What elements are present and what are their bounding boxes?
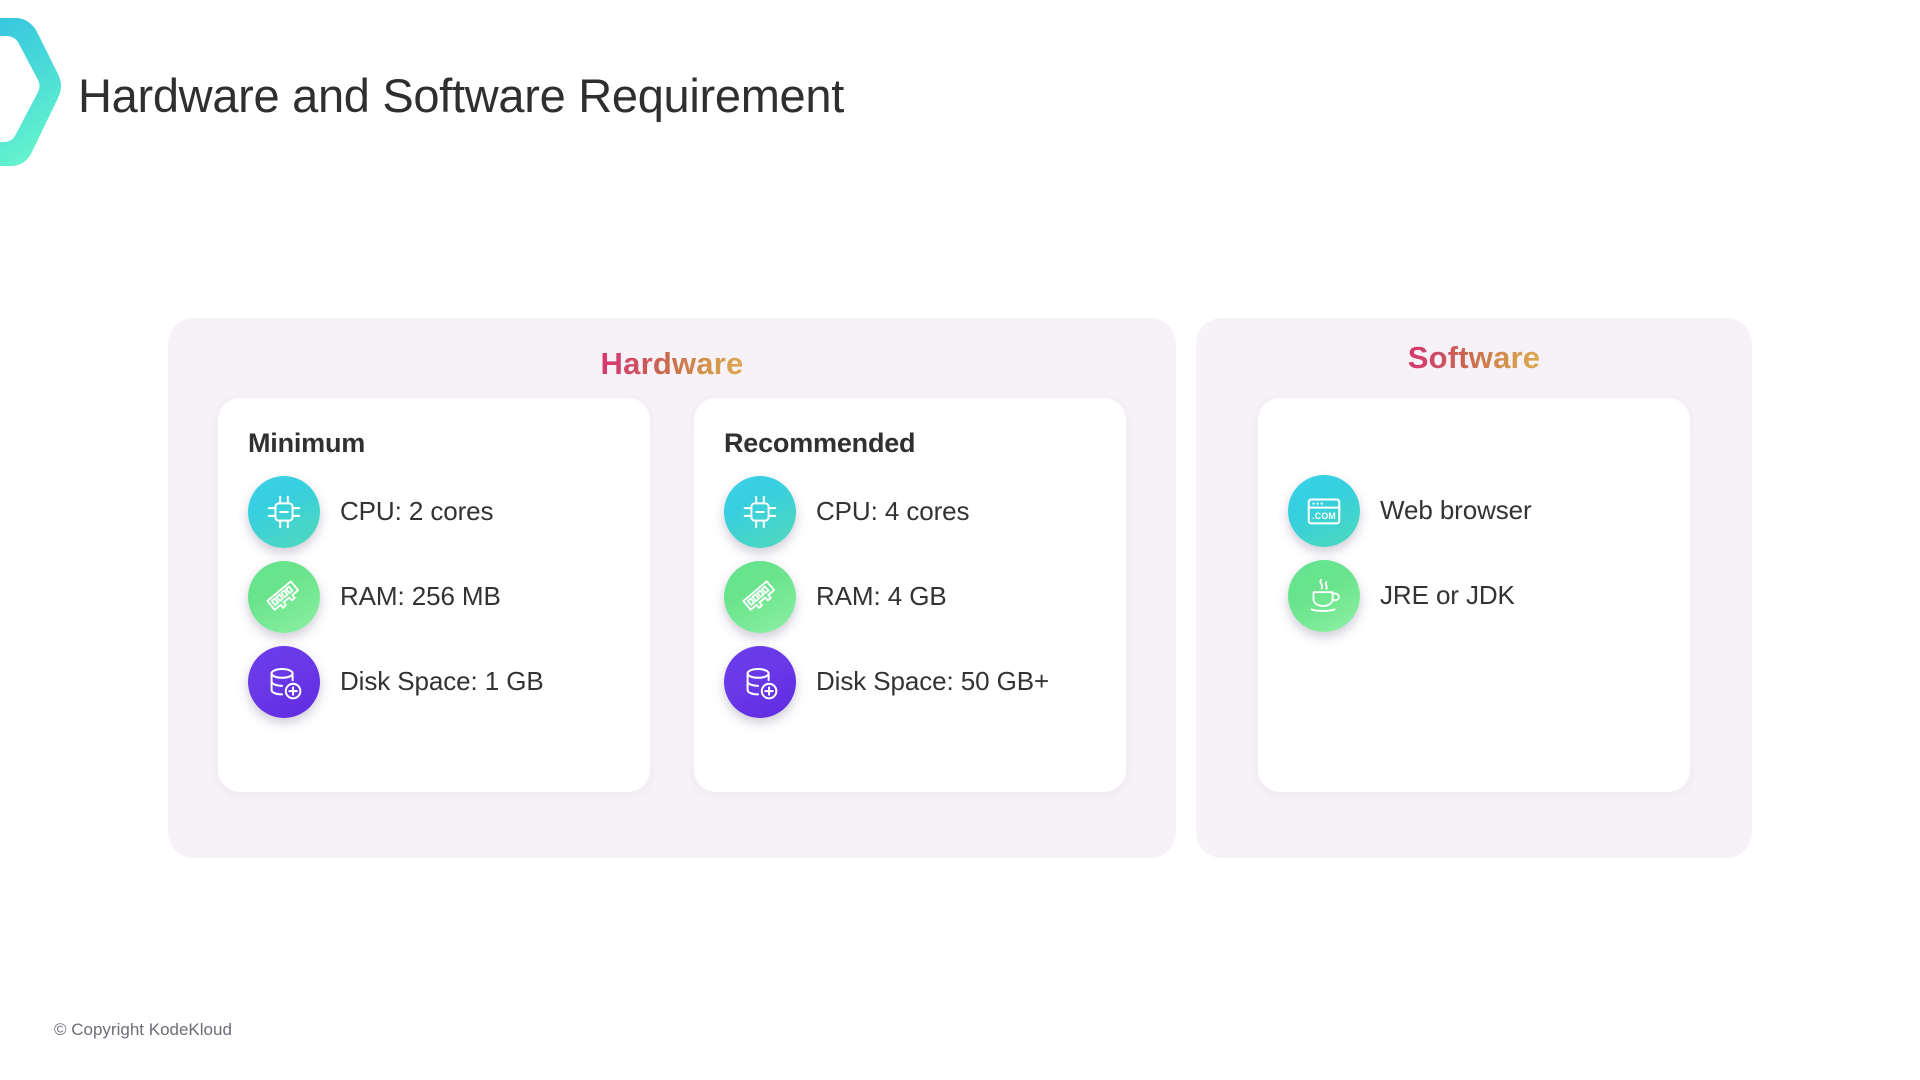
list-item: CPU: 2 cores [248, 469, 616, 554]
spec-list-software: .COM Web browser [1288, 468, 1656, 638]
copyright-footer: © Copyright KodeKloud [54, 1020, 232, 1039]
panels-container: Hardware Minimum [168, 318, 1752, 858]
spec-label: RAM: 256 MB [340, 581, 501, 611]
panel-heading-hardware: Hardware [600, 346, 744, 381]
page-title: Hardware and Software Requirement [78, 69, 844, 122]
ram-stick-icon [724, 560, 796, 633]
list-item: Disk Space: 50 GB+ [724, 639, 1092, 724]
panel-heading-software: Software [1407, 340, 1541, 375]
list-item: .COM Web browser [1288, 468, 1656, 553]
spec-list-minimum: CPU: 2 cores [248, 469, 616, 724]
browser-dotcom-icon: .COM [1288, 474, 1360, 547]
spec-label: JRE or JDK [1380, 580, 1515, 610]
hardware-cards: Minimum [218, 398, 1126, 792]
spec-label: Disk Space: 50 GB+ [816, 666, 1050, 696]
list-item: CPU: 4 cores [724, 469, 1092, 554]
list-item: JRE or JDK [1288, 553, 1656, 638]
card-title-recommended: Recommended [724, 428, 916, 458]
list-item: RAM: 4 GB [724, 554, 1092, 639]
database-add-icon [724, 645, 796, 718]
panel-software: Software .COM [1196, 318, 1752, 858]
svg-text:.COM: .COM [1312, 511, 1336, 521]
list-item: Disk Space: 1 GB [248, 639, 616, 724]
software-cards: .COM Web browser [1258, 398, 1690, 792]
spec-label: CPU: 4 cores [816, 496, 970, 526]
card-minimum: Minimum [218, 398, 650, 792]
list-item: RAM: 256 MB [248, 554, 616, 639]
card-recommended: Recommended [694, 398, 1126, 792]
spec-label: RAM: 4 GB [816, 581, 947, 611]
ram-stick-icon [248, 560, 320, 633]
spec-label: CPU: 2 cores [340, 496, 494, 526]
cpu-chip-icon [724, 475, 796, 548]
spec-label: Disk Space: 1 GB [340, 666, 544, 696]
panel-hardware: Hardware Minimum [168, 318, 1176, 858]
spec-label: Web browser [1380, 495, 1532, 525]
database-add-icon [248, 645, 320, 718]
card-title-minimum: Minimum [248, 428, 366, 458]
java-coffee-cup-icon [1288, 559, 1360, 632]
cpu-chip-icon [248, 475, 320, 548]
spec-list-recommended: CPU: 4 cores [724, 469, 1092, 724]
chevron-right-decoration-icon [0, 12, 64, 172]
card-software: .COM Web browser [1258, 398, 1690, 792]
